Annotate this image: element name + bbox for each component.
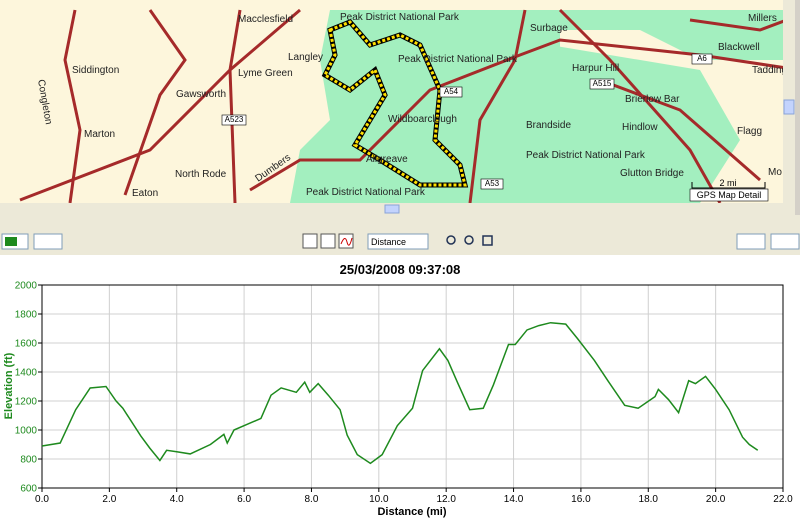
place-label: Peak District National Park <box>398 54 518 65</box>
map-view: Macclesfield Peak District National Park… <box>0 0 800 215</box>
x-tick-label: 20.0 <box>706 494 726 505</box>
place-label: Flagg <box>737 126 762 137</box>
zoom-fit[interactable] <box>482 235 493 246</box>
x-axis-label: Distance (mi) <box>377 506 446 518</box>
chart-title: 25/03/2008 09:37:08 <box>340 262 461 277</box>
plot-frame <box>41 284 784 489</box>
place-label: Surbage <box>530 23 568 34</box>
elevation-line <box>41 321 759 465</box>
road-label: A6 <box>697 54 707 63</box>
place-label: Langley <box>288 52 323 63</box>
place-label: Wildboarclough <box>388 114 457 125</box>
place-label: Peak District National Park <box>306 187 426 198</box>
zoom-in[interactable] <box>446 235 456 245</box>
place-label: Lyme Green <box>238 68 293 79</box>
place-label: Allgreave <box>366 154 408 165</box>
tool-button[interactable] <box>320 233 336 249</box>
x-tick-label: 18.0 <box>639 494 659 505</box>
y-tick-label: 800 <box>20 455 37 466</box>
road-label: A515 <box>593 79 612 88</box>
x-tick-label: 8.0 <box>305 494 319 505</box>
x-tick-label: 0.0 <box>35 494 49 505</box>
y-tick-label: 1600 <box>15 339 38 350</box>
place-label: North Rode <box>175 169 227 180</box>
road-label: A53 <box>485 179 500 188</box>
x-axis-select-label: Distance <box>371 237 406 247</box>
place-label: Mo <box>768 167 782 178</box>
place-label: Harpur Hill <box>572 63 619 74</box>
place-label: Peak District National Park <box>340 12 460 23</box>
place-label: Tadding <box>752 65 787 76</box>
y-tick-label: 1200 <box>15 397 38 408</box>
dropdown[interactable] <box>770 233 800 250</box>
place-label: Hindlow <box>622 122 658 133</box>
x-tick-label: 14.0 <box>504 494 524 505</box>
map-caption: GPS Map Detail <box>697 190 762 200</box>
road-label: A523 <box>225 115 244 124</box>
tool-button[interactable] <box>302 233 318 249</box>
y-tick-label: 1400 <box>15 368 38 379</box>
place-label: Blackwell <box>718 42 760 53</box>
place-label: Siddington <box>72 65 119 76</box>
place-label: Eaton <box>132 188 158 199</box>
place-label: Brandside <box>526 120 571 131</box>
place-label: Brierlow Bar <box>625 94 680 105</box>
zoom-out[interactable] <box>464 235 474 245</box>
scale-label: 2 mi <box>719 178 736 188</box>
x-tick-label: 2.0 <box>102 494 116 505</box>
place-label: Macclesfield <box>238 14 293 25</box>
place-label: Marton <box>84 129 115 140</box>
road-label: A54 <box>444 87 459 96</box>
x-tick-label: 12.0 <box>436 494 456 505</box>
dropdown[interactable] <box>736 233 766 250</box>
x-tick-label: 16.0 <box>571 494 591 505</box>
y-tick-label: 2000 <box>15 281 38 292</box>
x-tick-label: 4.0 <box>170 494 184 505</box>
elevation-chart: 25/03/2008 09:37:08 Distance (mi) Elevat… <box>3 262 793 518</box>
place-label: Peak District National Park <box>526 150 646 161</box>
place-label: Millers <box>748 13 777 24</box>
place-label: Gawsworth <box>176 89 226 100</box>
y-tick-label: 1000 <box>15 426 38 437</box>
x-tick-label: 10.0 <box>369 494 389 505</box>
dropdown[interactable] <box>33 233 63 250</box>
x-tick-label: 6.0 <box>237 494 251 505</box>
y-tick-label: 1800 <box>15 310 38 321</box>
place-label: Glutton Bridge <box>620 168 684 179</box>
y-axis-label: Elevation (ft) <box>3 352 15 419</box>
x-tick-label: 22.0 <box>773 494 793 505</box>
y-tick-label: 600 <box>20 484 37 495</box>
x-axis-select[interactable] <box>367 233 429 250</box>
